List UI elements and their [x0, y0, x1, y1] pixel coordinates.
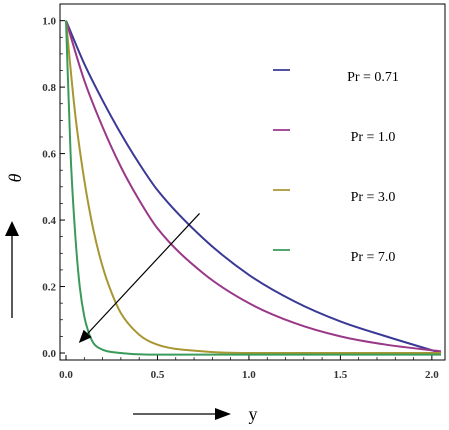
y-axis-title: θ [5, 173, 25, 182]
series-line [65, 20, 442, 353]
legend: Pr = 0.71 Pr = 1.0 Pr = 3.0 Pr = 7.0 [273, 69, 399, 265]
trend-arrow-line [87, 213, 200, 334]
legend-label: Pr = 3.0 [351, 190, 396, 205]
legend-label: Pr = 0.71 [347, 70, 399, 85]
y-tick-label: 1.0 [42, 16, 56, 28]
x-tick-label: 1.0 [242, 369, 256, 381]
x-tick-label: 0.0 [59, 369, 73, 381]
x-axis-title: y [249, 404, 258, 424]
annotations [78, 213, 200, 344]
series-lines [65, 20, 442, 356]
series-line [65, 20, 441, 355]
series-line [65, 20, 442, 354]
y-axis-arrow-icon [5, 221, 19, 318]
plot-frame [59, 3, 446, 361]
x-axis-arrow-icon [133, 408, 231, 420]
x-tick-label: 2.0 [425, 369, 439, 381]
y-tick-label: 0.4 [42, 215, 56, 227]
x-axis-ticks: 0.0 0.5 1.0 1.5 2.0 [59, 355, 439, 381]
legend-label: Pr = 7.0 [351, 250, 396, 265]
legend-label: Pr = 1.0 [351, 130, 396, 145]
y-tick-label: 0.0 [42, 348, 56, 360]
x-tick-label: 0.5 [151, 369, 165, 381]
series-line [65, 20, 441, 356]
x-tick-label: 1.5 [334, 369, 348, 381]
y-tick-label: 0.8 [42, 82, 56, 94]
y-tick-label: 0.6 [42, 149, 56, 161]
y-tick-label: 0.2 [42, 282, 56, 294]
y-axis-ticks: 0.0 0.2 0.4 0.6 0.8 1.0 [42, 16, 65, 360]
trend-arrow-head-icon [78, 329, 92, 344]
